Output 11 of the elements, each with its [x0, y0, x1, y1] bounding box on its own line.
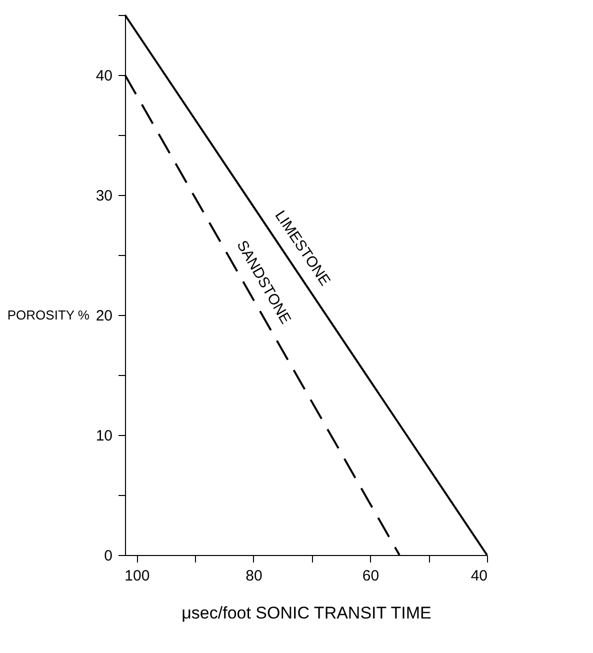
x-tick-label: 40 — [470, 568, 488, 584]
y-tick-label: 40 — [96, 68, 112, 84]
y-axis-title: POROSITY % — [7, 308, 90, 322]
x-tick-label: 80 — [246, 568, 262, 584]
x-tick-label: 60 — [362, 568, 380, 584]
x-axis-title: μsec/foot SONIC TRANSIT TIME — [182, 604, 432, 622]
x-tick-label: 100 — [124, 568, 150, 584]
y-tick-label: 20 — [96, 308, 112, 324]
y-tick-label: 0 — [104, 548, 112, 564]
y-tick-label: 10 — [96, 428, 112, 444]
y-tick-label: 30 — [96, 188, 112, 204]
